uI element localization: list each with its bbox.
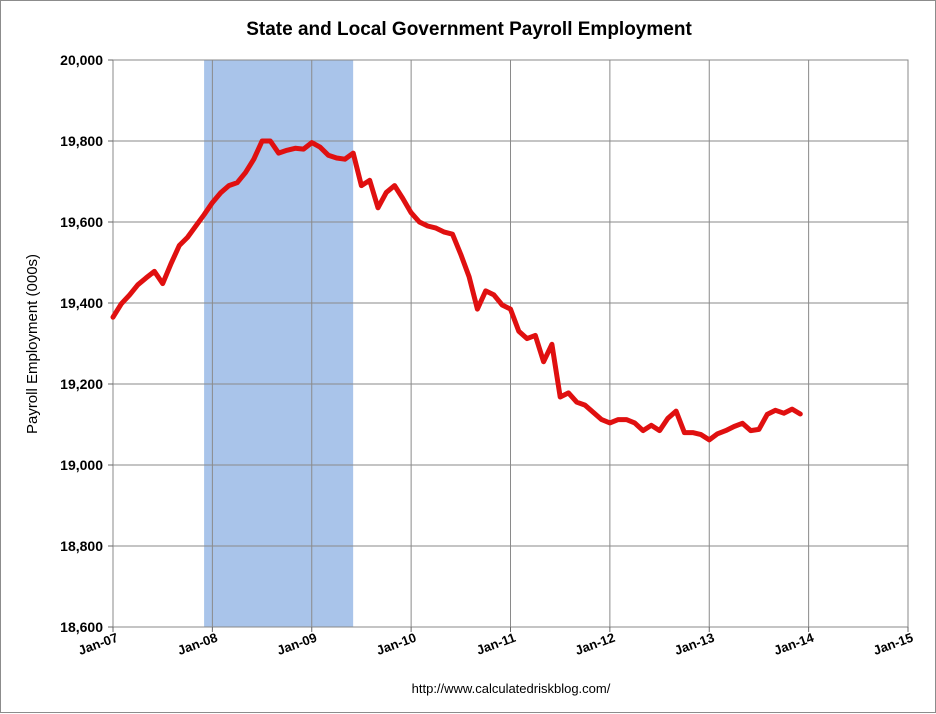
y-tick-label: 19,200	[60, 376, 103, 392]
y-axis-ticks: 18,600 18,800 19,000 19,200 19,400 19,600 19,8…	[60, 52, 113, 635]
y-tick-label: 19,400	[60, 295, 103, 311]
chart-title: State and Local Government Payroll Emplo…	[246, 19, 692, 40]
y-tick-label: 19,600	[60, 214, 103, 230]
y-tick-label: 20,000	[60, 52, 103, 68]
x-tick-label: Jan-12	[573, 630, 617, 658]
x-tick-label: Jan-15	[871, 630, 915, 658]
recession-band	[204, 60, 354, 627]
y-tick-label: 19,800	[60, 133, 103, 149]
x-tick-label: Jan-09	[275, 630, 319, 658]
source-note: http://www.calculatedriskblog.com/	[412, 681, 611, 696]
x-axis-ticks: Jan-07 Jan-08 Jan-09 Jan-10 Jan-11 Jan-12 Jan-…	[76, 627, 915, 658]
x-tick-label: Jan-08	[176, 630, 220, 658]
recession-shading-layer	[204, 60, 354, 627]
x-tick-label: Jan-14	[772, 629, 817, 657]
x-tick-label: Jan-11	[474, 630, 517, 658]
y-tick-label: 19,000	[60, 457, 103, 473]
y-axis-label: Payroll Employment (000s)	[24, 254, 41, 434]
y-tick-label: 18,600	[60, 619, 103, 635]
y-tick-label: 18,800	[60, 538, 103, 554]
series-layer	[110, 138, 803, 443]
x-tick-label: Jan-10	[374, 630, 418, 658]
series-line	[110, 138, 803, 443]
x-tick-label: Jan-13	[672, 630, 716, 658]
